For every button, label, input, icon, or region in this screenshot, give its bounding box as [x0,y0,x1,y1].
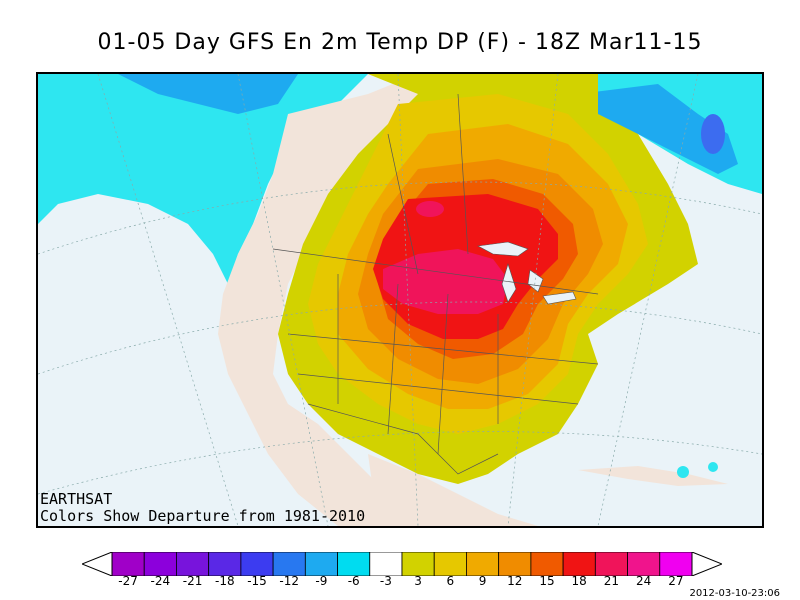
legend-tick-label: -9 [315,574,328,588]
legend-tick-label: 18 [571,574,587,588]
legend-tick-label: 6 [446,574,455,588]
arctic-cold-anomaly-region [38,74,762,284]
legend-cell [304,552,338,576]
departure-subtitle: Colors Show Departure from 1981-2010 [40,507,366,525]
legend-cell [176,552,210,576]
legend-cell [369,552,403,576]
legend-cell [594,552,628,576]
legend-cell [208,552,242,576]
legend-tick-label: 3 [414,574,422,588]
legend-tick-label: -18 [214,574,235,588]
map-title: 01-05 Day GFS En 2m Temp DP (F) - 18Z Ma… [97,30,703,55]
legend-tick-label: 15 [539,574,555,588]
legend-tick-label: -12 [279,574,299,588]
legend-cell [240,552,274,576]
legend-right-arrow [691,552,722,576]
anomaly-21-region [383,249,508,314]
legend-ticks: -27 -24 -21 -18 -15 -12 -9 -6 -3 3 6 9 12 15 18 21 24 27 [0,574,800,588]
anomaly-21-spot-north [416,201,444,217]
legend-tick-label: 9 [478,574,487,588]
legend-tick-label: -24 [150,574,171,588]
legend-tick-label: -6 [347,574,360,588]
timestamp: 2012-03-10-23:06 [689,588,780,599]
legend-tick-label: -27 [118,574,138,588]
color-legend [82,552,722,576]
legend-left-arrow [82,552,113,576]
legend-cell [272,552,306,576]
legend-cell [466,552,500,576]
legend-tick-label: 27 [668,574,684,588]
arctic-blue-anomaly-region [118,74,298,114]
mexico-land [368,454,538,526]
brand-label: EARTHSAT [40,490,113,508]
legend-cell [401,552,435,576]
legend-cell [530,552,564,576]
land-neutral-region [218,74,458,526]
legend-cell [498,552,532,576]
greenland-cold-anomaly-region [578,84,738,174]
legend-cell [337,552,371,576]
legend-tick-label: -15 [247,574,267,588]
political-borders [272,93,599,475]
legend-tick-label: -21 [182,574,203,588]
legend-cell [143,552,177,576]
forecast-map [36,72,764,528]
legend-cell [111,552,145,576]
legend-cell [562,552,596,576]
legend-cell [659,552,693,576]
legend-tick-label: -3 [379,574,392,588]
graticule [38,74,762,526]
baffin-cold-spot [701,114,725,154]
legend-tick-label: 12 [507,574,523,588]
great-lakes [477,241,577,305]
legend-cell [627,552,661,576]
haiti-cold-spot [708,462,718,472]
hispaniola-cold-spot [677,466,689,478]
legend-cell [433,552,467,576]
legend-tick-label: 24 [636,574,652,588]
legend-tick-label: 21 [603,574,620,588]
cuba-land [578,466,728,486]
map-credit: EARTHSAT Colors Show Departure from 1981… [40,491,365,525]
